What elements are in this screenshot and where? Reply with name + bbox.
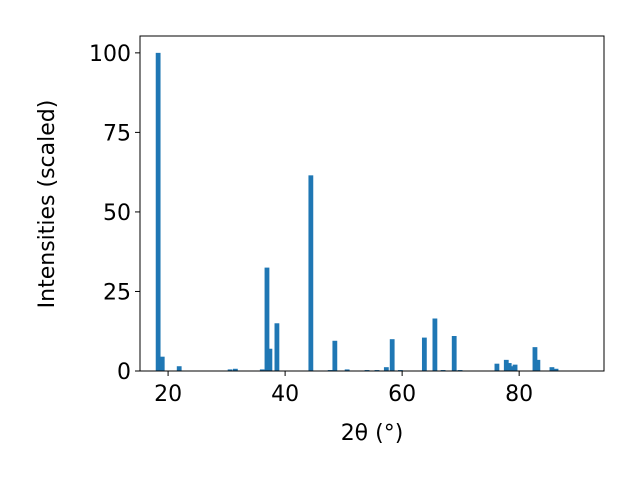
bar	[232, 368, 238, 371]
bar	[506, 363, 512, 371]
bar	[503, 359, 509, 371]
bar	[264, 267, 270, 371]
y-axis-label: Intensities (scaled)	[35, 100, 60, 309]
bar	[227, 369, 233, 371]
bar	[308, 175, 314, 371]
bar	[159, 356, 165, 371]
bar	[535, 359, 541, 371]
bar	[274, 323, 280, 371]
bar	[494, 363, 500, 371]
bar	[176, 366, 182, 371]
y-tick-label: 0	[117, 360, 131, 385]
y-tick-label: 25	[103, 280, 131, 305]
bar	[259, 369, 265, 371]
bar	[155, 52, 161, 371]
bar	[553, 368, 559, 371]
bar	[549, 367, 555, 371]
bar	[451, 336, 457, 371]
bar	[432, 318, 438, 371]
bar	[332, 340, 338, 371]
y-tick-label: 50	[103, 201, 131, 226]
bar	[512, 364, 518, 371]
bar	[344, 369, 350, 371]
bar	[509, 366, 515, 371]
plot-frame	[139, 35, 605, 372]
y-tick-label: 75	[103, 121, 131, 146]
bar	[421, 337, 427, 371]
bar	[267, 348, 273, 371]
x-tick-label: 40	[271, 382, 299, 407]
x-tick-label: 80	[505, 382, 533, 407]
x-tick-label: 20	[154, 382, 182, 407]
bar	[389, 339, 395, 371]
x-tick-label: 60	[388, 382, 416, 407]
bar	[383, 367, 389, 371]
bar	[532, 347, 538, 371]
x-axis-label: 2θ (°)	[341, 421, 404, 446]
y-tick-label: 100	[89, 42, 131, 67]
